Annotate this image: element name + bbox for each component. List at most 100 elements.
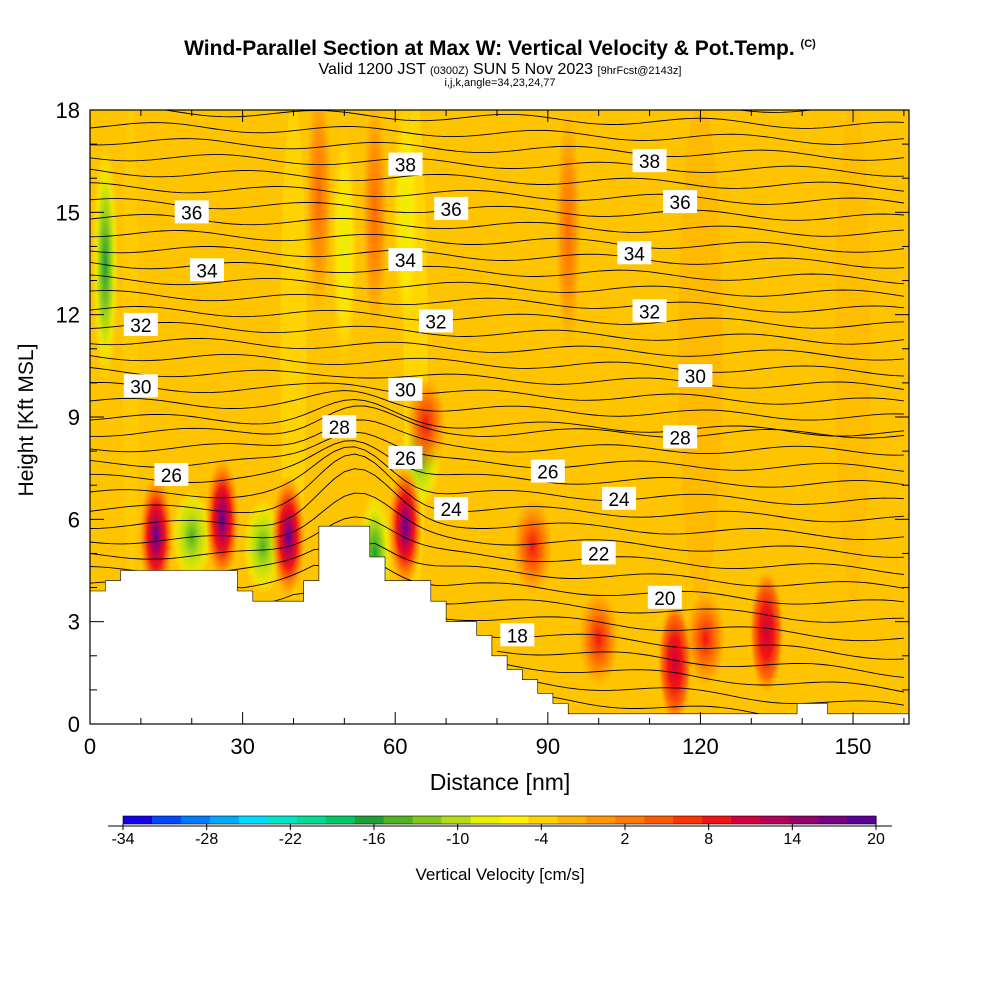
x-tick-label: 150: [835, 734, 872, 759]
theta-contour: [90, 122, 904, 145]
contour-label-text: 32: [639, 302, 660, 323]
contour-label-text: 26: [161, 466, 182, 487]
contour-label: 32: [418, 309, 453, 333]
theta-contour: [90, 367, 904, 390]
colorbar-swatch: [267, 816, 298, 824]
contour-label-text: 34: [395, 251, 417, 272]
contour-label: 36: [663, 190, 698, 214]
contour-label-text: 32: [425, 312, 446, 333]
theta-contour: [90, 390, 904, 421]
theta-contour: [90, 306, 904, 329]
contour-label: 26: [530, 459, 565, 484]
updraft-core: [305, 110, 332, 316]
updraft-core: [685, 590, 726, 687]
chart-title-text: Wind-Parallel Section at Max W: Vertical…: [184, 37, 795, 60]
chart-subtitle: Valid 1200 JST (0300Z) SUN 5 Nov 2023 [9…: [0, 61, 1000, 79]
theta-contour: [90, 337, 904, 361]
colorbar-frame: [122, 815, 877, 825]
x-tick-label: 30: [230, 734, 254, 759]
theta-contour: [90, 182, 904, 205]
y-tick-label: 9: [68, 405, 80, 430]
contour-label: 38: [388, 152, 423, 177]
theta-contour: [90, 230, 904, 253]
theta-contour: [90, 214, 904, 237]
colorbar-tick-label: -28: [195, 831, 218, 848]
theta-contour: [496, 650, 904, 678]
colorbar-swatch: [499, 816, 530, 824]
contour-label-text: 36: [670, 193, 691, 214]
contour-label-text: 28: [670, 428, 691, 449]
theta-contour: [90, 492, 904, 558]
colorbar-swatch: [818, 816, 848, 824]
theta-contour: [252, 582, 904, 623]
y-axis-label: Height [Kft MSL]: [15, 344, 38, 497]
colorbar-tick-label: -16: [362, 831, 385, 848]
colorbar-tick-label: -4: [534, 831, 548, 848]
contour-label: 28: [322, 415, 357, 439]
contour-label-text: 32: [130, 316, 151, 337]
contour-label: 24: [602, 486, 637, 511]
updraft-core: [749, 569, 784, 694]
colorbar-tick-label: -10: [446, 831, 469, 848]
contour-label: 38: [632, 149, 667, 173]
contour-label: 22: [581, 541, 616, 565]
colorbar-swatch: [847, 816, 877, 824]
velocity-band: [122, 110, 139, 599]
colorbar-swatch: [644, 816, 674, 824]
theta-contour: [90, 274, 904, 297]
updraft-core: [658, 600, 692, 724]
colorbar-swatch: [557, 816, 587, 824]
chart-title: Wind-Parallel Section at Max W: Vertical…: [0, 37, 1000, 61]
valid-date: SUN 5 Nov 2023: [473, 61, 594, 78]
contour-label: 32: [123, 312, 158, 337]
colorbar-swatch: [383, 816, 414, 824]
y-tick-label: 6: [68, 507, 80, 532]
updraft-core: [512, 498, 553, 595]
contour-label-text: 36: [181, 203, 202, 224]
theta-contour: [90, 399, 904, 437]
y-tick-label: 18: [56, 98, 80, 123]
theta-contour: [90, 453, 904, 523]
contour-label: 34: [388, 248, 423, 272]
contour-label: 34: [190, 258, 224, 282]
colorbar-tick-label: 14: [783, 831, 801, 848]
contour-label-text: 30: [395, 381, 416, 402]
contour-label-text: 30: [685, 367, 706, 388]
section-params: i,j,k,angle=34,23,24,77: [444, 77, 556, 89]
theta-contour: [90, 290, 904, 313]
valid-time-utc: (0300Z): [430, 65, 469, 77]
contour-label-text: 26: [537, 463, 558, 484]
contour-label: 36: [174, 200, 209, 224]
colorbar-swatch: [209, 816, 240, 824]
theta-contour: [90, 154, 904, 177]
theta-contour: [90, 516, 904, 575]
colorbar-swatch: [470, 816, 501, 824]
updraft-core: [555, 110, 582, 350]
colorbar-tick-label: -22: [279, 831, 302, 848]
theta-contour: [90, 405, 904, 439]
theta-contour: [90, 542, 904, 589]
contour-label: 30: [388, 377, 423, 402]
colorbar-tick-label: 2: [621, 831, 630, 848]
updraft-core: [388, 464, 423, 589]
theta-contour: [90, 468, 904, 540]
x-tick-label: 90: [536, 734, 560, 759]
theta-contour: [537, 694, 772, 717]
theta-contour: [90, 353, 904, 377]
colorbar-swatch: [441, 816, 472, 824]
contour-label-text: 34: [624, 244, 646, 265]
colorbar-swatch: [151, 816, 182, 824]
colorbar-swatch: [702, 816, 732, 824]
y-tick-label: 3: [68, 610, 80, 635]
colorbar-swatch: [412, 816, 443, 824]
colorbar-tick-label: -34: [111, 831, 134, 848]
contour-label: 20: [647, 585, 682, 610]
contour-label: 30: [678, 364, 713, 388]
colorbar-swatch: [325, 816, 356, 824]
colorbar-swatch: [673, 816, 703, 824]
downdraft-core: [92, 143, 119, 384]
x-axis-label: Distance [nm]: [430, 769, 571, 795]
colorbar-swatch: [528, 816, 559, 824]
